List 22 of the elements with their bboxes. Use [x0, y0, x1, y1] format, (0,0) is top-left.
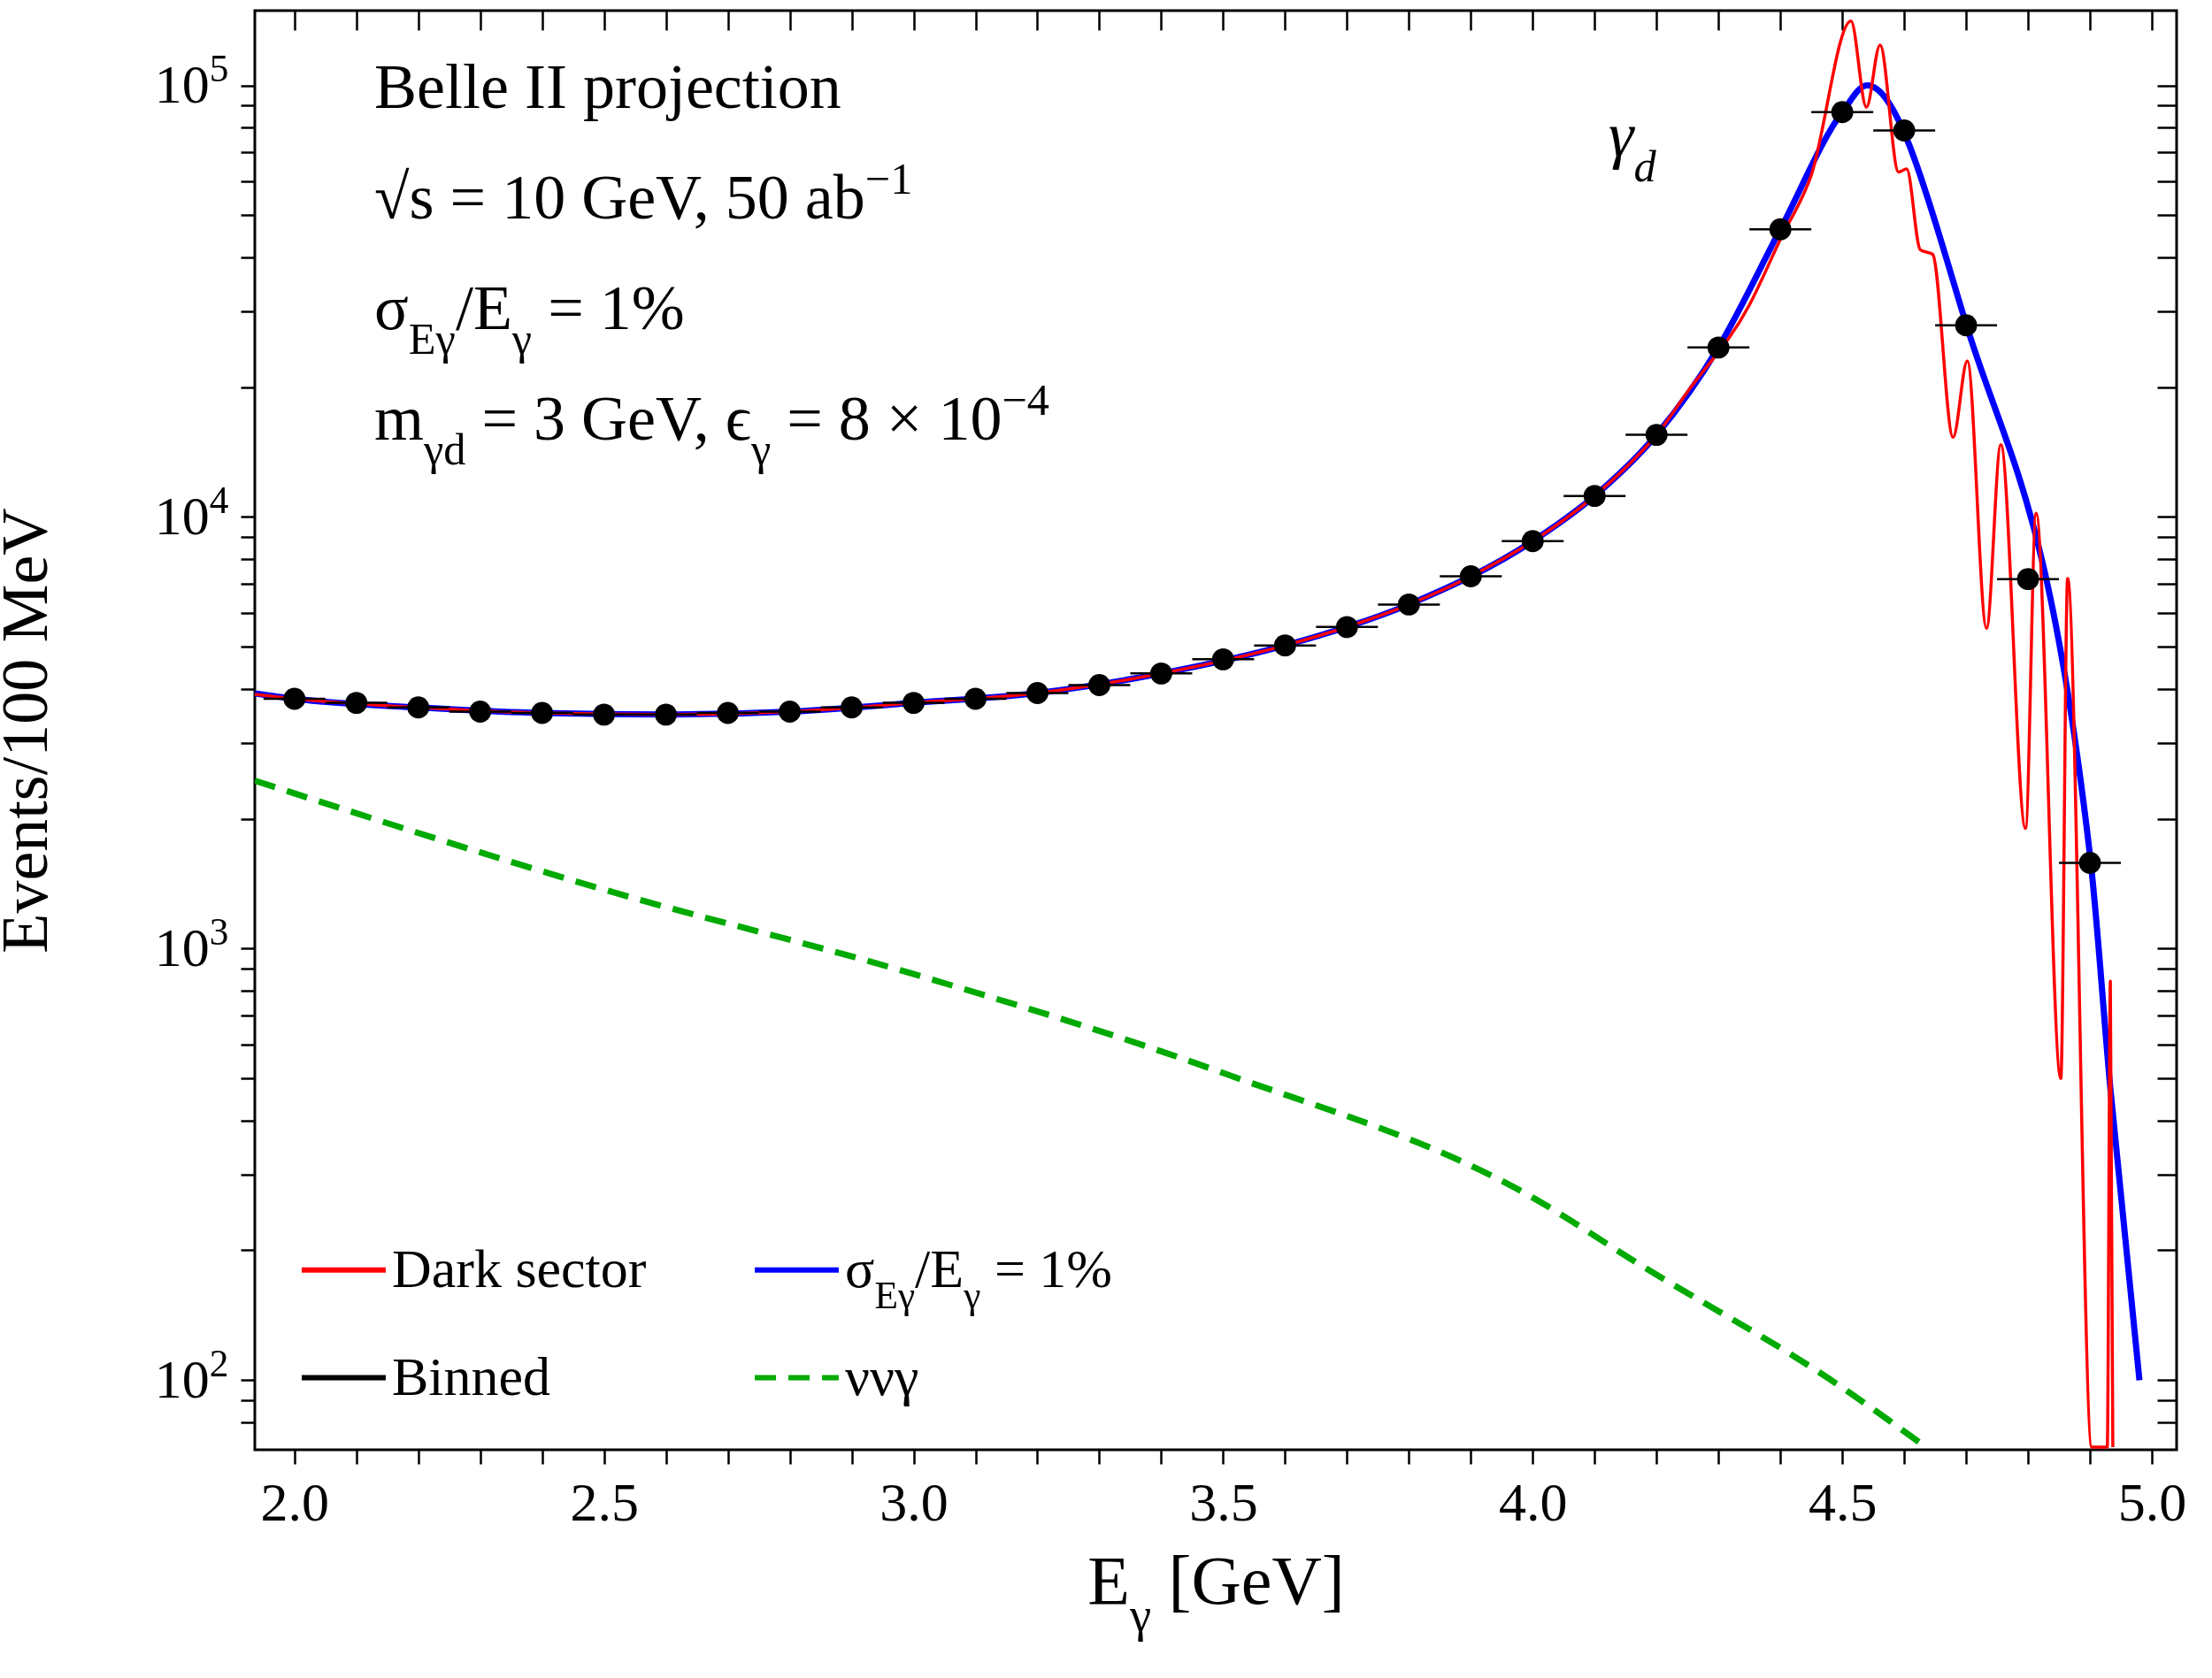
- x-tick-label: 5.0: [2117, 1471, 2187, 1532]
- x-tick-label: 2.5: [570, 1471, 639, 1532]
- annotation: σ$_{Eγ}$/E$_{γ}$ = 1%: [374, 272, 685, 364]
- legend-label: σ$_{Eγ}$/E$_{γ}$ = 1%: [845, 1237, 1113, 1316]
- annotation: γ$_{d}$: [1609, 100, 1657, 191]
- x-tick-label: 4.5: [1808, 1471, 1878, 1532]
- x-tick-label: 3.5: [1189, 1471, 1258, 1532]
- x-tick-label: 2.0: [260, 1471, 330, 1532]
- legend-label: ννγ: [845, 1345, 919, 1406]
- x-tick-label: 4.0: [1499, 1471, 1568, 1532]
- legend-label: Binned: [392, 1345, 551, 1406]
- y-axis-title: Events/100 MeV: [0, 508, 61, 954]
- y-tick-label: 10$^{3}$: [154, 909, 229, 977]
- y-tick-label: 10$^{5}$: [154, 47, 229, 115]
- y-tick-label: 10$^{4}$: [154, 478, 229, 546]
- annotation: m$_{γd}$ = 3 GeV, ϵ$_{γ}$ = 8 × 10$^{−4}$: [374, 375, 1050, 474]
- x-axis-title: E$_{γ}$ [GeV]: [1087, 1541, 1345, 1641]
- annotation: √s = 10 GeV, 50 ab$^{−1}$: [374, 154, 913, 233]
- legend-label: Dark sector: [392, 1237, 647, 1299]
- y-tick-label: 10$^{2}$: [154, 1341, 229, 1409]
- x-tick-label: 3.0: [879, 1471, 949, 1532]
- annotation: Belle II projection: [374, 51, 841, 122]
